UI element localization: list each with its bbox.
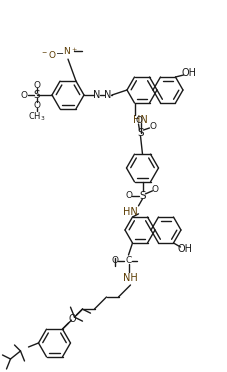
Text: HN: HN <box>123 207 138 217</box>
Text: O: O <box>149 122 156 131</box>
Text: $^-$O: $^-$O <box>40 49 56 60</box>
Text: N: N <box>93 90 101 100</box>
Text: S: S <box>34 90 40 100</box>
Text: CH$_3$: CH$_3$ <box>28 111 46 123</box>
Text: HN: HN <box>133 115 148 125</box>
Text: S: S <box>137 128 144 138</box>
Text: O: O <box>34 80 40 90</box>
Text: C: C <box>125 256 132 266</box>
Text: OH: OH <box>178 244 193 254</box>
Text: S: S <box>139 191 146 201</box>
Text: O: O <box>111 256 118 266</box>
Text: O: O <box>69 314 76 324</box>
Text: O: O <box>20 90 27 99</box>
Text: N$^+$: N$^+$ <box>63 45 77 57</box>
Text: NH: NH <box>123 273 138 283</box>
Text: O: O <box>135 116 142 125</box>
Text: O: O <box>34 100 40 109</box>
Text: O: O <box>152 185 159 194</box>
Text: OH: OH <box>182 68 197 78</box>
Text: O: O <box>125 191 132 201</box>
Text: −: − <box>56 49 64 59</box>
Text: N: N <box>104 90 112 100</box>
